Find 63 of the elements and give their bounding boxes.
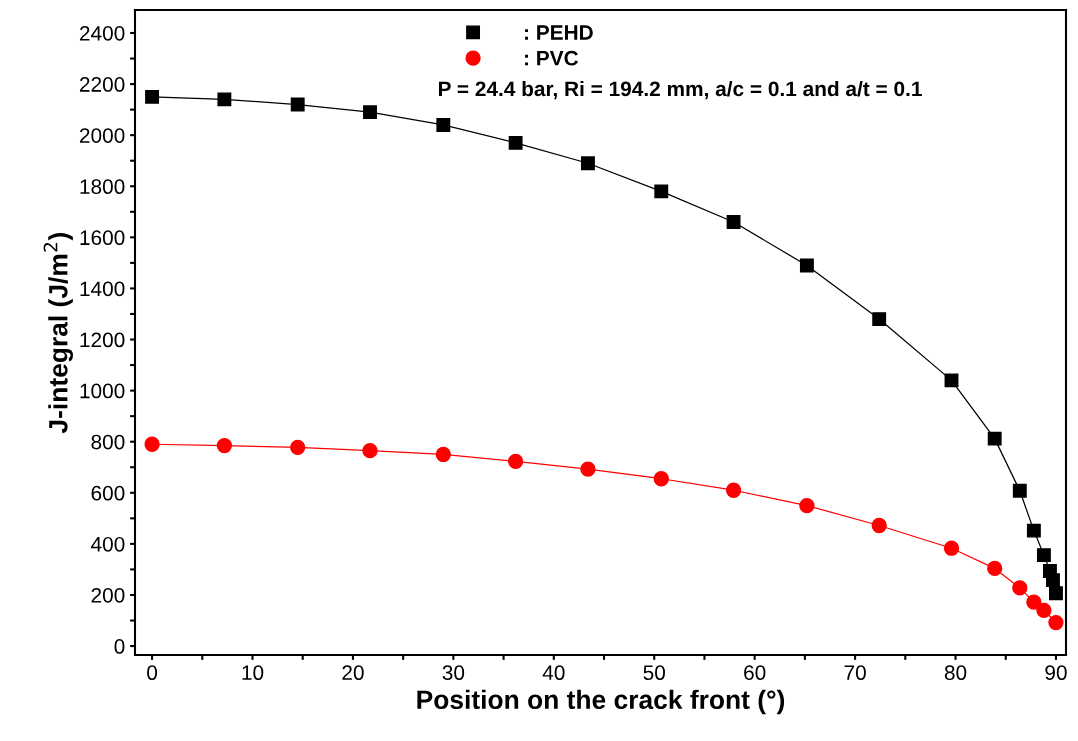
point: [799, 497, 815, 514]
y-axis-title: J-integral (J/m$^{2}$): [43, 233, 73, 434]
point: [871, 517, 887, 534]
legend-label: : PEHD: [525, 25, 593, 40]
point: [799, 258, 814, 273]
point: [987, 560, 1003, 577]
point: [1026, 523, 1041, 538]
point: [987, 431, 1002, 446]
y-tick-label: 1400: [80, 281, 125, 297]
point: [653, 471, 669, 487]
x-tick-label: 40: [542, 665, 565, 681]
point: [872, 312, 887, 327]
point: [1045, 573, 1060, 588]
x-tick-label: 20: [342, 665, 364, 681]
y-tick-label: 600: [91, 485, 125, 501]
x-tick-label: 0: [147, 665, 158, 681]
point: [290, 97, 305, 112]
x-tick-label: 80: [944, 665, 967, 681]
legend-label: : PVC: [525, 50, 579, 66]
x-axis-title: Position on the crack front (°): [417, 689, 785, 715]
point: [217, 92, 232, 107]
y-tick-label: 800: [91, 434, 125, 450]
y-tick-label: 2000: [79, 128, 125, 143]
y-tick-label: 1800: [80, 179, 125, 195]
point: [290, 439, 306, 455]
point: [944, 373, 959, 388]
point: [144, 436, 160, 452]
point: [362, 443, 378, 459]
point: [363, 105, 377, 120]
point: [725, 482, 742, 498]
point: [580, 461, 596, 477]
point: [507, 453, 524, 470]
y-tick-label: 1000: [80, 383, 125, 399]
point: [1012, 483, 1027, 498]
point: [581, 156, 595, 171]
x-tick-label: 30: [442, 665, 465, 681]
point: [1036, 548, 1051, 563]
point: [726, 215, 741, 229]
x-tick-label: 90: [1045, 665, 1067, 681]
y-tick-label: 2400: [79, 25, 125, 41]
y-tick-label: 0: [114, 639, 125, 654]
point: [216, 437, 233, 454]
point: [654, 184, 669, 199]
x-tick-label: 10: [242, 665, 264, 681]
y-tick-label: 400: [91, 536, 125, 552]
point: [1012, 580, 1028, 596]
point: [508, 135, 523, 150]
point: [1036, 602, 1052, 618]
x-tick-label: 60: [744, 665, 766, 681]
y-tick-label: 1200: [80, 332, 125, 348]
point: [435, 446, 451, 463]
point: [145, 89, 160, 104]
x-tick-label: 70: [844, 665, 866, 681]
annotation: P = 24.4 bar, Ri = 194.2 mm, a/c = 0.1 and a/t = 0.1: [438, 80, 922, 100]
point: [1026, 594, 1042, 610]
point: [943, 540, 960, 556]
x-tick-label: 50: [643, 665, 665, 681]
y-tick-label: 1600: [80, 230, 125, 246]
point: [1049, 586, 1063, 601]
point: [436, 118, 451, 132]
y-tick-label: 2200: [79, 77, 125, 92]
y-tick-label: 200: [91, 587, 125, 603]
point: [1048, 614, 1064, 631]
